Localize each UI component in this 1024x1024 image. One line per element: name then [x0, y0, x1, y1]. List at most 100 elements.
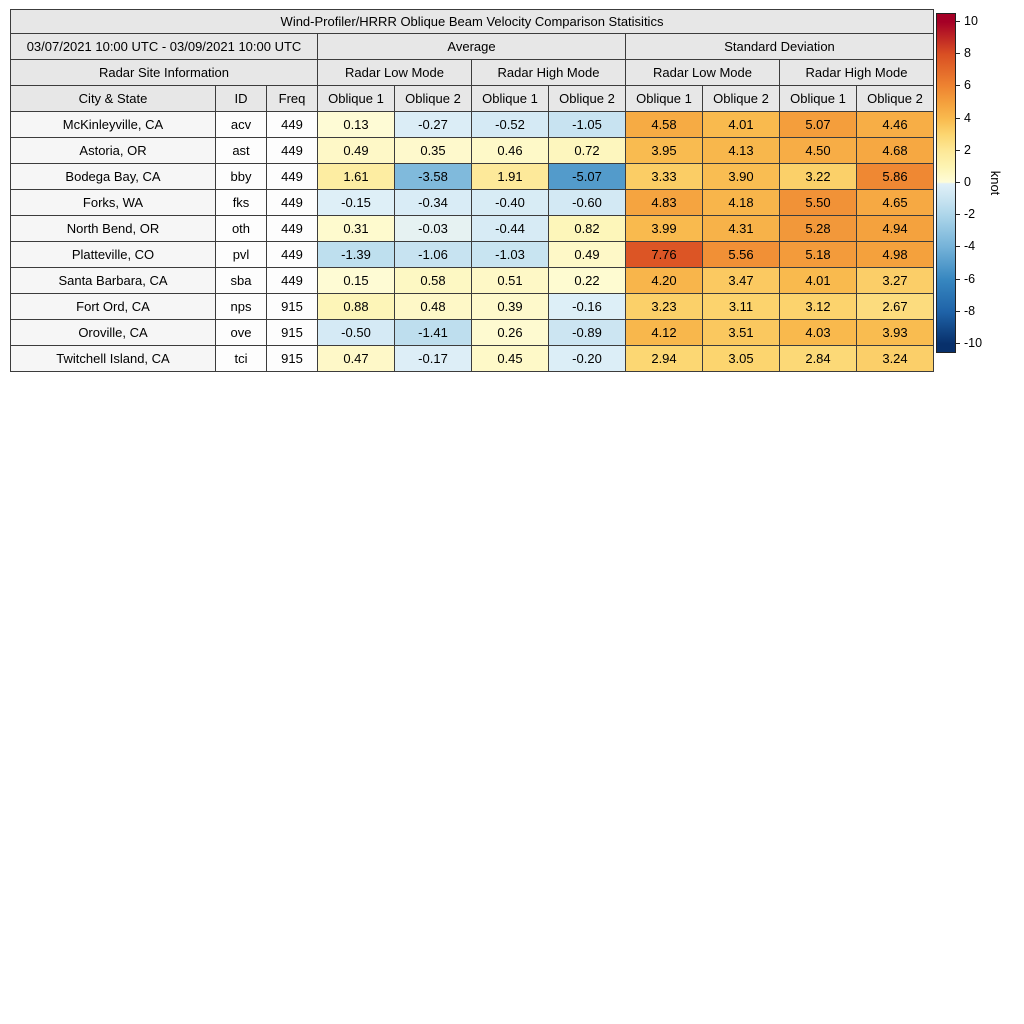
- freq-cell: 449: [266, 137, 318, 164]
- value-cell: 4.50: [779, 137, 857, 164]
- id-cell: oth: [215, 215, 267, 242]
- value-cell: 0.26: [471, 319, 549, 346]
- table-row: Twitchell Island, CA tci 915 0.47 -0.17 0.45-…: [10, 345, 934, 372]
- id-cell: pvl: [215, 241, 267, 268]
- table-row: Fort Ord, CA nps 915 0.88 0.48 0.39 -0.16 3.23 3…: [10, 293, 934, 320]
- date-range: 03/07/2021 10:00 UTC - 03/09/2021 10:00 …: [10, 33, 318, 60]
- value-cell: 3.33: [625, 163, 703, 190]
- value-cell: 3.23: [625, 293, 703, 320]
- colorbar-tick-label: 0: [964, 174, 971, 189]
- value-cell: -1.03: [471, 241, 549, 268]
- value-cell: 0.88: [317, 293, 395, 320]
- value-cell: -0.60: [548, 189, 626, 216]
- id-cell: ast: [215, 137, 267, 164]
- value-cell: -0.17: [394, 345, 472, 372]
- freq-cell: 449: [266, 241, 318, 268]
- value-cell: -0.16: [548, 293, 626, 320]
- col-header-oblique1: Oblique 1: [317, 85, 395, 112]
- value-cell: 4.83: [625, 189, 703, 216]
- group-header-std-deviation: Standard Deviation: [625, 33, 934, 60]
- value-cell: -0.89: [548, 319, 626, 346]
- value-cell: -1.41: [394, 319, 472, 346]
- value-cell: 0.31: [317, 215, 395, 242]
- city-cell: Bodega Bay, CA: [10, 163, 216, 190]
- value-cell: 0.35: [394, 137, 472, 164]
- col-header-oblique2: Oblique 2: [856, 85, 934, 112]
- value-cell: 0.22: [548, 267, 626, 294]
- id-cell: fks: [215, 189, 267, 216]
- value-cell: 3.12: [779, 293, 857, 320]
- city-cell: Oroville, CA: [10, 319, 216, 346]
- colorbar-tick-mark: [956, 278, 960, 280]
- table-row: Platteville, CO pvl 449 -1.39 -1.06 -1.03 0.49…: [10, 241, 934, 268]
- value-cell: 4.31: [702, 215, 780, 242]
- value-cell: 0.49: [317, 137, 395, 164]
- city-cell: McKinleyville, CA: [10, 111, 216, 138]
- freq-cell: 915: [266, 293, 318, 320]
- colorbar: 10 8 6 4 2 0 -2 -4 -6 -8 -10 knot: [936, 13, 1024, 353]
- value-cell: 3.11: [702, 293, 780, 320]
- colorbar-tick-label: 10: [964, 13, 978, 28]
- value-cell: -0.20: [548, 345, 626, 372]
- value-cell: -1.05: [548, 111, 626, 138]
- value-cell: -5.07: [548, 163, 626, 190]
- value-cell: -0.27: [394, 111, 472, 138]
- value-cell: -3.58: [394, 163, 472, 190]
- colorbar-tick-label: 4: [964, 110, 971, 125]
- value-cell: 2.67: [856, 293, 934, 320]
- city-cell: Santa Barbara, CA: [10, 267, 216, 294]
- value-cell: -0.34: [394, 189, 472, 216]
- colorbar-tick-label: 8: [964, 45, 971, 60]
- value-cell: 4.01: [702, 111, 780, 138]
- freq-cell: 449: [266, 189, 318, 216]
- city-cell: Astoria, OR: [10, 137, 216, 164]
- colorbar-tick-mark: [956, 343, 960, 344]
- value-cell: 4.68: [856, 137, 934, 164]
- col-header-oblique1: Oblique 1: [471, 85, 549, 112]
- value-cell: -1.39: [317, 241, 395, 268]
- colorbar-tick-mark: [956, 214, 960, 216]
- freq-cell: 449: [266, 111, 318, 138]
- value-cell: 1.91: [471, 163, 549, 190]
- value-cell: 5.56: [702, 241, 780, 268]
- avg-high-mode-header: Radar High Mode: [471, 59, 626, 86]
- value-cell: 3.95: [625, 137, 703, 164]
- col-header-oblique2: Oblique 2: [702, 85, 780, 112]
- col-header-id: ID: [215, 85, 267, 112]
- col-header-city: City & State: [10, 85, 216, 112]
- value-cell: 4.01: [779, 267, 857, 294]
- col-header-freq: Freq: [266, 85, 318, 112]
- value-cell: -1.06: [394, 241, 472, 268]
- table-row: Forks, WA fks 449 -0.15 -0.34 -0.40 -0.60 4.83 4…: [10, 189, 934, 216]
- std-low-mode-header: Radar Low Mode: [625, 59, 780, 86]
- value-cell: 0.45: [471, 345, 549, 372]
- group-header-row: 03/07/2021 10:00 UTC - 03/09/2021 10:00 …: [10, 33, 934, 60]
- table-row: Oroville, CA ove 915 -0.50 -1.41 0.26 -0.89 4.1…: [10, 319, 934, 346]
- value-cell: 2.84: [779, 345, 857, 372]
- col-header-oblique1: Oblique 1: [779, 85, 857, 112]
- col-header-oblique2: Oblique 2: [394, 85, 472, 112]
- value-cell: 5.86: [856, 163, 934, 190]
- colorbar-tick-label: -4: [964, 239, 976, 254]
- freq-cell: 449: [266, 267, 318, 294]
- table-row: Bodega Bay, CA bby 449 1.61 -3.58 1.91 -5.07 3.…: [10, 163, 934, 190]
- value-cell: -0.40: [471, 189, 549, 216]
- value-cell: 4.98: [856, 241, 934, 268]
- colorbar-tick-mark: [956, 310, 960, 312]
- col-header-oblique1: Oblique 1: [625, 85, 703, 112]
- value-cell: 5.50: [779, 189, 857, 216]
- mode-header-row: Radar Site Information Radar Low Mode Ra…: [10, 59, 934, 86]
- value-cell: 3.93: [856, 319, 934, 346]
- city-cell: North Bend, OR: [10, 215, 216, 242]
- value-cell: 0.51: [471, 267, 549, 294]
- value-cell: 0.13: [317, 111, 395, 138]
- value-cell: 4.46: [856, 111, 934, 138]
- colorbar-tick-mark: [956, 53, 960, 55]
- value-cell: 5.18: [779, 241, 857, 268]
- colorbar-unit-label: knot: [988, 170, 1003, 196]
- freq-cell: 915: [266, 345, 318, 372]
- col-header-oblique2: Oblique 2: [548, 85, 626, 112]
- value-cell: 4.58: [625, 111, 703, 138]
- value-cell: -0.50: [317, 319, 395, 346]
- value-cell: 0.39: [471, 293, 549, 320]
